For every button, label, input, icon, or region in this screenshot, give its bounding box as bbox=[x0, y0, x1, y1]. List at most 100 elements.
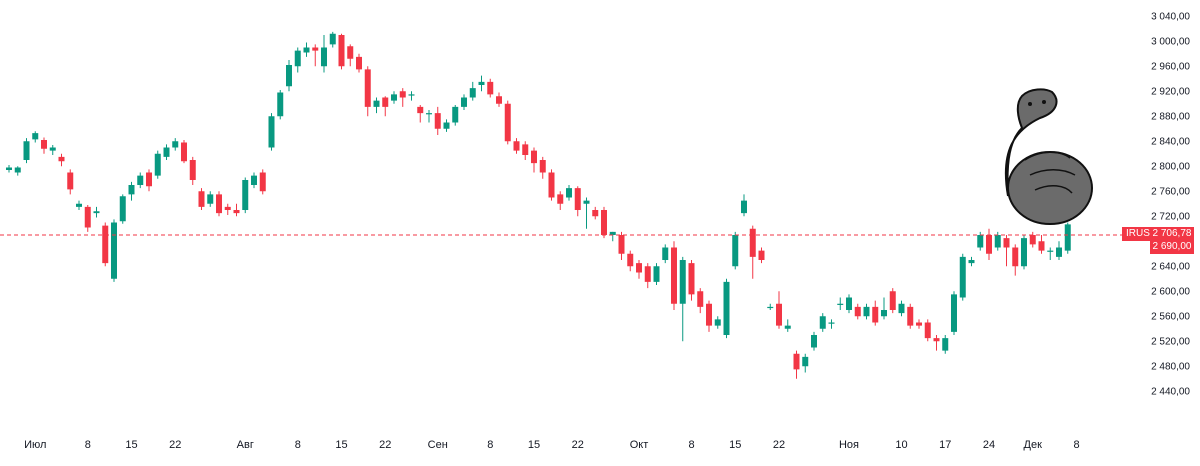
candle-body bbox=[1012, 247, 1019, 267]
candle-body bbox=[504, 103, 511, 142]
candle-body bbox=[6, 167, 12, 170]
x-tick-label: 8 bbox=[1073, 439, 1079, 451]
candle-body bbox=[1047, 250, 1054, 252]
candle-body bbox=[32, 133, 39, 140]
x-tick-label: 8 bbox=[85, 439, 91, 451]
candle-body bbox=[566, 188, 572, 198]
x-tick-label: 22 bbox=[169, 439, 181, 451]
candle-body bbox=[347, 46, 354, 59]
candle-body bbox=[574, 188, 581, 210]
candle-body bbox=[364, 69, 371, 107]
candle-body bbox=[102, 225, 109, 264]
x-tick-label: Ноя bbox=[839, 439, 859, 451]
candle-body bbox=[811, 335, 817, 348]
y-tick-label: 2 560,00 bbox=[1151, 311, 1190, 322]
candle-body bbox=[207, 194, 214, 204]
candle-body bbox=[58, 156, 65, 162]
candle-body bbox=[793, 353, 800, 370]
candle-body bbox=[93, 211, 100, 214]
candle-body bbox=[294, 50, 301, 67]
candle-body bbox=[224, 206, 231, 210]
x-tick-label: Июл bbox=[24, 439, 46, 451]
candle-body bbox=[426, 113, 432, 115]
x-tick-label: 15 bbox=[729, 439, 741, 451]
candle-body bbox=[1038, 241, 1045, 251]
candle-body bbox=[802, 356, 809, 367]
candle-body bbox=[189, 160, 196, 180]
candle-body bbox=[942, 338, 949, 351]
candle-body bbox=[618, 235, 625, 254]
x-tick-label: 15 bbox=[528, 439, 540, 451]
last-price-badge: 2 706,78 bbox=[1150, 227, 1194, 241]
y-tick-label: 2 640,00 bbox=[1151, 261, 1190, 272]
candle-body bbox=[749, 228, 756, 257]
candle-body bbox=[478, 81, 485, 85]
y-tick-label: 2 480,00 bbox=[1151, 361, 1190, 372]
x-tick-label: Окт bbox=[630, 439, 649, 451]
candle-body bbox=[312, 47, 319, 51]
avatar-icon bbox=[1004, 88, 1093, 225]
x-tick-label: 15 bbox=[125, 439, 137, 451]
candle-body bbox=[977, 235, 984, 248]
candle-body bbox=[601, 210, 607, 235]
candle-body bbox=[907, 306, 914, 326]
candle-body bbox=[592, 210, 599, 217]
candle-body bbox=[154, 153, 161, 176]
candle-body bbox=[417, 106, 424, 114]
candle-body bbox=[391, 94, 397, 101]
x-tick-label: 22 bbox=[572, 439, 584, 451]
candle-body bbox=[776, 303, 782, 326]
candle-body bbox=[268, 116, 275, 148]
candle-body bbox=[548, 172, 555, 198]
candle-body bbox=[898, 303, 905, 314]
candle-body bbox=[1056, 247, 1062, 257]
candle-body bbox=[784, 325, 791, 329]
candle-body bbox=[251, 175, 257, 185]
candle-body bbox=[172, 141, 179, 148]
candle-body bbox=[329, 33, 336, 45]
candle-body bbox=[277, 92, 284, 117]
candle-body bbox=[242, 180, 249, 210]
x-axis: Июл 8 15 22 Авг 8 15 22 Сен 8 15 22 Окт 8 15 22 Ноя 10 17 2… bbox=[24, 439, 1079, 451]
candle-body bbox=[758, 250, 765, 260]
candle-body bbox=[933, 338, 940, 342]
y-tick-label: 2 880,00 bbox=[1151, 111, 1190, 122]
candle-body bbox=[373, 100, 380, 107]
candle-body bbox=[679, 260, 686, 304]
candle-body bbox=[986, 235, 992, 254]
candle-body bbox=[872, 306, 879, 323]
x-tick-label: 8 bbox=[487, 439, 493, 451]
y-tick-label: 2 520,00 bbox=[1151, 336, 1190, 347]
candle-body bbox=[233, 210, 240, 214]
candle-body bbox=[216, 194, 222, 214]
candle-body bbox=[732, 235, 739, 267]
x-tick-label: 22 bbox=[773, 439, 785, 451]
candle-body bbox=[84, 206, 91, 228]
candle-body bbox=[513, 141, 520, 151]
y-tick-label: 2 800,00 bbox=[1151, 161, 1190, 172]
y-axis: 3 040,00 3 000,00 2 960,00 2 920,00 2 880,00… bbox=[1151, 11, 1190, 397]
x-tick-label: 22 bbox=[379, 439, 391, 451]
ticker-label: IRUS bbox=[1122, 227, 1154, 241]
candle-body bbox=[67, 172, 74, 190]
ref-price: 2 690,00 bbox=[1152, 241, 1192, 252]
candle-body bbox=[1064, 224, 1071, 251]
x-tick-label: Авг bbox=[237, 439, 254, 451]
candle-body bbox=[496, 96, 502, 104]
candle-body bbox=[461, 97, 467, 107]
y-tick-label: 3 000,00 bbox=[1151, 36, 1190, 47]
candle-body bbox=[688, 263, 695, 295]
x-tick-label: 15 bbox=[335, 439, 347, 451]
candle-body bbox=[609, 231, 616, 235]
candle-body bbox=[644, 266, 651, 282]
candle-body bbox=[408, 94, 415, 96]
candle-body bbox=[881, 310, 887, 317]
candle-body bbox=[163, 147, 170, 157]
y-tick-label: 2 720,00 bbox=[1151, 211, 1190, 222]
candle-body bbox=[23, 141, 30, 160]
y-tick-label: 2 840,00 bbox=[1151, 136, 1190, 147]
candle-body bbox=[951, 294, 957, 332]
candle-body bbox=[531, 150, 537, 164]
candle-body bbox=[181, 142, 187, 162]
